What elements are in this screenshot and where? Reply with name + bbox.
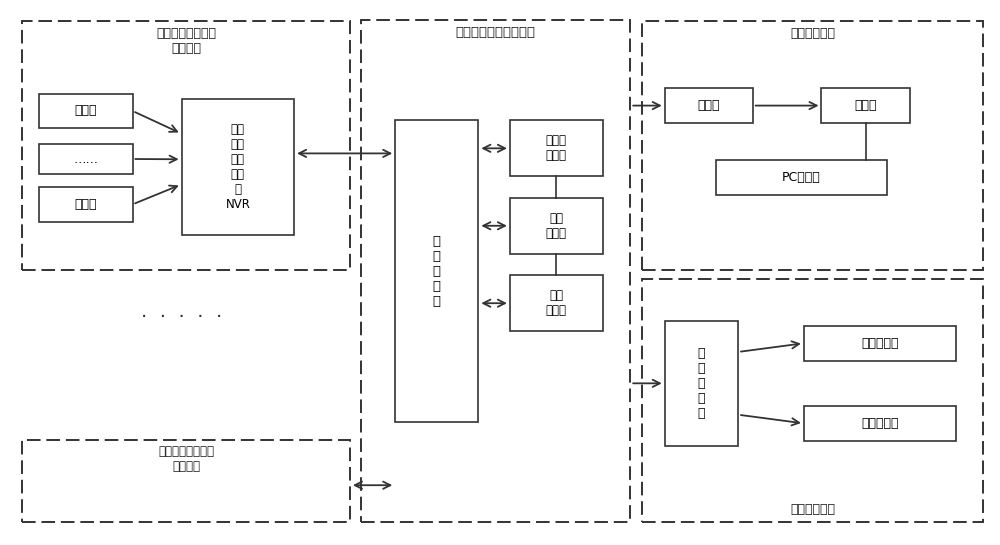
Text: 网络
数字
硬盘
录像
机
NVR: 网络 数字 硬盘 录像 机 NVR: [225, 123, 250, 211]
Text: 无
线
接
入
网: 无 线 接 入 网: [698, 347, 705, 420]
Text: 管理
客户端: 管理 客户端: [546, 212, 567, 240]
Text: 执法客户端: 执法客户端: [861, 417, 899, 430]
Bar: [510, 198, 603, 254]
Text: ……: ……: [73, 153, 98, 166]
Bar: [22, 21, 350, 270]
Bar: [665, 320, 738, 446]
Text: 移动监控系统: 移动监控系统: [790, 503, 835, 516]
Bar: [39, 144, 132, 174]
Bar: [804, 326, 956, 361]
Text: 存储
服务器: 存储 服务器: [546, 289, 567, 317]
Bar: [361, 20, 630, 523]
Bar: [821, 88, 910, 123]
Text: ·  ·  ·  ·  ·: · · · · ·: [141, 308, 222, 328]
Bar: [39, 94, 132, 128]
Bar: [182, 99, 294, 235]
Text: 前端视频采集系统
（厨房）: 前端视频采集系统 （厨房）: [156, 27, 216, 55]
Bar: [395, 120, 478, 422]
Text: PC客户端: PC客户端: [782, 171, 821, 184]
Bar: [39, 187, 132, 222]
Text: 后端监控系统: 后端监控系统: [790, 27, 835, 40]
Bar: [665, 88, 753, 123]
Text: 流媒体
服务器: 流媒体 服务器: [546, 134, 567, 162]
Text: 解码器: 解码器: [697, 99, 720, 112]
Bar: [510, 120, 603, 177]
Text: 无线客户端: 无线客户端: [861, 337, 899, 350]
Bar: [510, 275, 603, 331]
Text: 摄像头: 摄像头: [75, 105, 97, 117]
Text: 前端视频采集系统
（厨房）: 前端视频采集系统 （厨房）: [158, 445, 214, 473]
Text: 监视墙: 监视墙: [854, 99, 877, 112]
Text: 摄像头: 摄像头: [75, 198, 97, 211]
Text: 总
控
服
务
器: 总 控 服 务 器: [433, 235, 441, 308]
Bar: [22, 440, 350, 523]
Bar: [642, 280, 983, 523]
Bar: [716, 160, 887, 195]
Bar: [642, 21, 983, 270]
Text: 综合管理系统（机房）: 综合管理系统（机房）: [456, 26, 536, 39]
Bar: [804, 406, 956, 441]
